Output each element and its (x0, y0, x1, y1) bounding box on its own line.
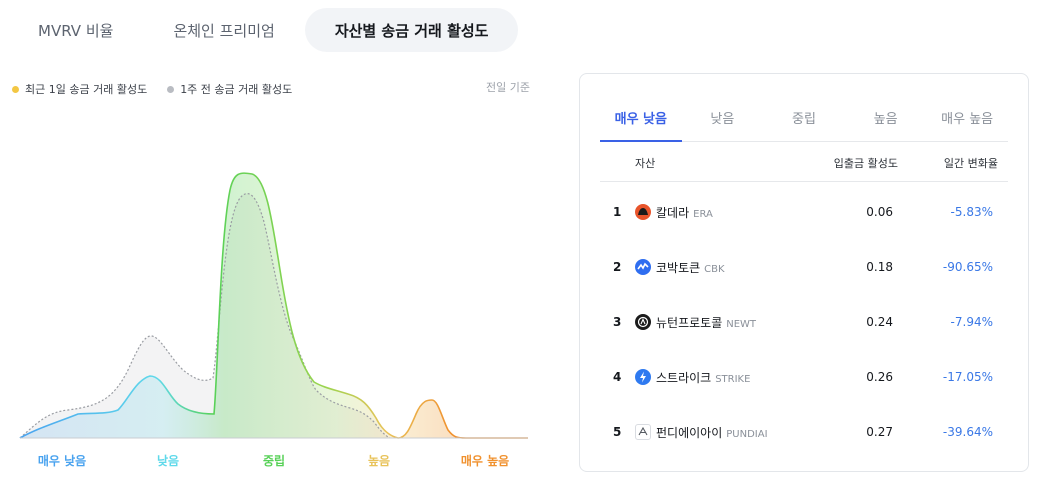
header-change: 일간 변화율 (943, 157, 998, 170)
activity-value: 0.24 (866, 315, 893, 329)
current-line (19, 172, 528, 439)
tab-high[interactable]: 높음 (873, 112, 898, 127)
change-value: -5.83% (950, 205, 993, 219)
legend-item-week: 1주 전 송금 거래 활성도 (167, 81, 292, 97)
x-label-neutral: 중립 (262, 454, 286, 468)
table-row[interactable]: 3 뉴턴프로토콜 NEWT 0.24 -7.94% (600, 294, 1008, 349)
legend-label-week: 1주 전 송금 거래 활성도 (180, 83, 293, 96)
current-area (20, 173, 530, 438)
activity-level-tabs: 매우 낮음 낮음 중립 높음 매우 높음 (600, 94, 1008, 142)
coin-symbol: NEWT (726, 319, 757, 330)
activity-distribution-chart (18, 160, 530, 442)
activity-value: 0.18 (866, 260, 893, 274)
x-label-very-low: 매우 낮음 (37, 454, 87, 468)
newton-icon (635, 314, 651, 330)
x-label-high: 높음 (367, 454, 391, 468)
change-value: -17.05% (942, 370, 993, 384)
change-value: -7.94% (950, 315, 993, 329)
coin-name-text: 코박토큰 (656, 261, 701, 275)
legend-label-current: 최근 1일 송금 거래 활성도 (25, 83, 148, 96)
coin-name: 펀디에이아이 PUNDIAI (656, 424, 768, 441)
asset-ranking-card: 매우 낮음 낮음 중립 높음 매우 높음 자산 입출금 활성도 일간 변화율 1… (579, 73, 1029, 472)
activity-value: 0.26 (866, 370, 893, 384)
row-rank: 2 (613, 260, 622, 274)
coin-symbol: ERA (693, 209, 713, 220)
row-rank: 5 (613, 425, 622, 439)
activity-value: 0.06 (866, 205, 893, 219)
change-value: -90.65% (942, 260, 993, 274)
tab-very-high[interactable]: 매우 높음 (941, 112, 994, 127)
header-activity: 입출금 활성도 (833, 157, 898, 170)
chart-svg (19, 172, 530, 439)
chart-legend: 최근 1일 송금 거래 활성도 1주 전 송금 거래 활성도 (12, 81, 312, 97)
table-row[interactable]: 4 스트라이크 STRIKE 0.26 -17.05% (600, 349, 1008, 404)
coin-name: 뉴턴프로토콜 NEWT (656, 314, 756, 331)
basis-note: 전일 기준 (486, 81, 530, 94)
coin-name-text: 뉴턴프로토콜 (656, 316, 723, 330)
table-row[interactable]: 5 펀디에이아이 PUNDIAI 0.27 -39.64% (600, 404, 1008, 459)
tab-low[interactable]: 낮음 (710, 112, 735, 127)
coin-name-text: 칼데라 (656, 206, 690, 220)
caldera-icon (635, 204, 651, 220)
coin-name: 칼데라 ERA (656, 204, 713, 221)
coin-name-text: 스트라이크 (656, 371, 712, 385)
row-rank: 3 (613, 315, 622, 329)
tab-transfer-activity[interactable]: 자산별 송금 거래 활성도 (304, 8, 519, 52)
table-header: 자산 입출금 활성도 일간 변화율 (600, 142, 1008, 182)
activity-value: 0.27 (866, 425, 893, 439)
pundiai-icon (635, 424, 651, 440)
row-rank: 1 (613, 205, 622, 219)
coin-name-text: 펀디에이아이 (656, 426, 723, 440)
header-asset: 자산 (635, 157, 656, 170)
week-ago-line (19, 193, 391, 439)
x-axis-labels: 매우 낮음 낮음 중립 높음 매우 높음 (18, 452, 530, 472)
tab-neutral[interactable]: 중립 (792, 112, 816, 127)
coin-name: 코박토큰 CBK (656, 259, 725, 276)
asset-table-body: 1 칼데라 ERA 0.06 -5.83% 2 코박토큰 CBK 0.18 -90.… (600, 184, 1008, 459)
coin-name: 스트라이크 STRIKE (656, 369, 750, 386)
legend-dot-icon (12, 85, 19, 93)
cobak-icon (635, 259, 651, 275)
coin-symbol: PUNDIAI (726, 429, 768, 440)
tab-mvrv-ratio[interactable]: MVRV 비율 (38, 21, 114, 40)
table-row[interactable]: 2 코박토큰 CBK 0.18 -90.65% (600, 239, 1008, 294)
coin-symbol: STRIKE (715, 374, 751, 385)
tab-onchain-premium[interactable]: 온체인 프리미엄 (173, 21, 275, 40)
coin-symbol: CBK (704, 264, 725, 275)
x-label-very-high: 매우 높음 (460, 454, 510, 468)
change-value: -39.64% (942, 425, 993, 439)
top-tab-bar: MVRV 비율 온체인 프리미엄 자산별 송금 거래 활성도 (8, 8, 519, 52)
row-rank: 4 (613, 370, 622, 384)
strike-icon (635, 369, 651, 385)
tab-very-low[interactable]: 매우 낮음 (600, 94, 682, 142)
x-label-low: 낮음 (156, 454, 180, 468)
legend-dot-icon (167, 85, 175, 93)
legend-item-current: 최근 1일 송금 거래 활성도 (12, 81, 147, 97)
table-row[interactable]: 1 칼데라 ERA 0.06 -5.83% (600, 184, 1008, 239)
